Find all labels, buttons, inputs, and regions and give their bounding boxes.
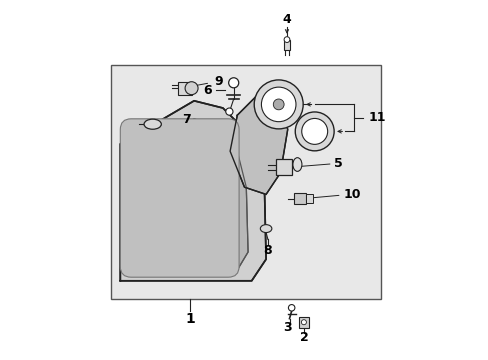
Circle shape (301, 320, 306, 325)
Bar (275, 159, 291, 175)
Circle shape (228, 78, 238, 88)
Bar (111, 65, 381, 299)
Circle shape (301, 118, 327, 144)
Text: 5: 5 (334, 157, 343, 170)
Circle shape (261, 87, 295, 122)
Text: 11: 11 (368, 111, 386, 125)
FancyBboxPatch shape (120, 119, 239, 277)
Text: 3: 3 (283, 321, 291, 334)
Circle shape (273, 99, 284, 110)
Circle shape (185, 82, 198, 95)
Circle shape (295, 112, 333, 151)
Text: 4: 4 (282, 13, 291, 26)
Circle shape (288, 305, 294, 311)
Bar (298, 317, 309, 328)
Text: 1: 1 (185, 312, 195, 325)
Polygon shape (127, 119, 247, 270)
Bar (306, 194, 312, 203)
Circle shape (254, 80, 303, 129)
Text: 9: 9 (213, 75, 222, 88)
Text: 8: 8 (263, 244, 272, 257)
Ellipse shape (260, 225, 271, 233)
Polygon shape (230, 94, 287, 194)
Polygon shape (120, 101, 265, 281)
Circle shape (284, 37, 289, 42)
Text: 2: 2 (300, 331, 308, 344)
Ellipse shape (144, 119, 161, 129)
Bar (284, 40, 289, 50)
Text: 7: 7 (182, 113, 191, 126)
Text: 10: 10 (343, 188, 360, 201)
Bar (293, 193, 306, 204)
Text: 6: 6 (203, 84, 212, 96)
Circle shape (225, 108, 232, 115)
Ellipse shape (292, 158, 301, 171)
Bar (178, 82, 191, 95)
